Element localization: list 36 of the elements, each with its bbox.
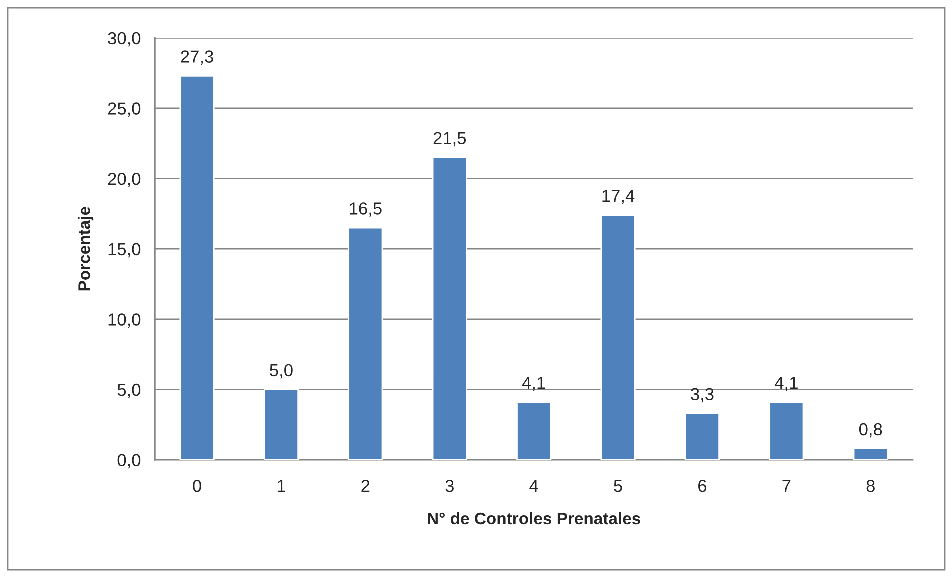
x-tick-label: 0 xyxy=(193,480,202,492)
data-label: 17,4 xyxy=(602,190,635,204)
x-tick-label: 4 xyxy=(530,480,538,492)
bar xyxy=(853,448,888,460)
x-tick-label: 2 xyxy=(362,480,370,492)
data-label: 21,5 xyxy=(434,132,466,147)
bar xyxy=(432,157,468,460)
x-tick-label: 3 xyxy=(446,480,454,492)
x-tick-label: 6 xyxy=(698,480,707,492)
bar xyxy=(264,389,300,460)
x-tick-label: 1 xyxy=(278,480,286,492)
data-label: 0,8 xyxy=(859,423,882,438)
bar xyxy=(180,75,215,460)
x-tick-label: 5 xyxy=(614,480,622,492)
x-tick-label: 7 xyxy=(782,480,791,492)
bar xyxy=(684,412,720,460)
data-label: 27,3 xyxy=(181,50,214,66)
data-label: 3,3 xyxy=(691,388,714,403)
y-axis-title: Porcentaje xyxy=(78,207,94,291)
bar xyxy=(348,227,384,460)
data-label: 4,1 xyxy=(775,377,798,392)
data-label: 4,1 xyxy=(522,377,546,392)
bar xyxy=(516,402,552,460)
y-tick-label: 5,0 xyxy=(118,384,141,398)
x-tick-label: 8 xyxy=(866,480,875,492)
bar xyxy=(769,402,804,460)
y-tick-label: 30,0 xyxy=(108,32,141,47)
y-tick-label: 15,0 xyxy=(108,243,141,258)
y-tick-label: 25,0 xyxy=(108,102,141,117)
y-tick-label: 10,0 xyxy=(108,314,141,328)
y-tick-label: 0,0 xyxy=(118,454,141,469)
data-label: 16,5 xyxy=(350,202,382,217)
y-tick-label: 20,0 xyxy=(108,172,141,188)
x-axis-title: N° de Controles Prenatales xyxy=(428,512,640,525)
data-label: 5,0 xyxy=(270,364,293,379)
bar xyxy=(600,214,636,460)
